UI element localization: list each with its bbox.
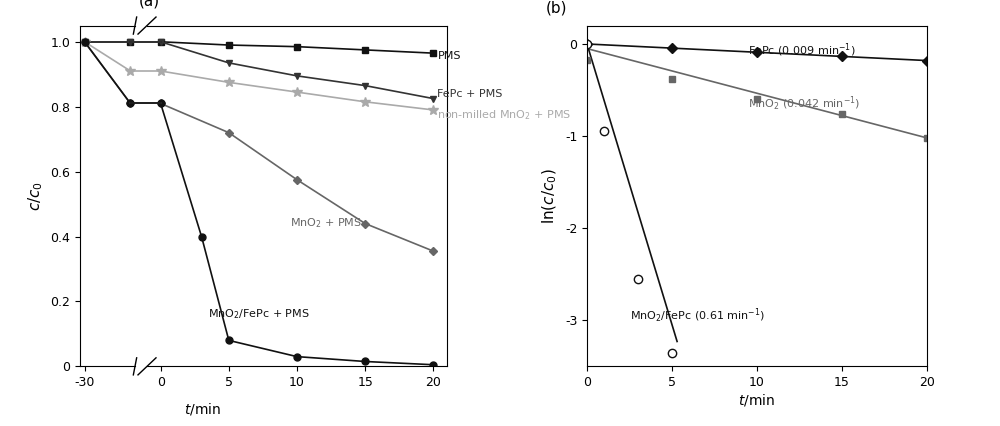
Text: FePc + PMS: FePc + PMS xyxy=(437,89,503,99)
Y-axis label: ln($c/c_0$): ln($c/c_0$) xyxy=(541,168,559,224)
Text: $t$/min: $t$/min xyxy=(184,401,221,417)
Y-axis label: $c/c_0$: $c/c_0$ xyxy=(26,181,45,211)
Text: MnO$_2$/FePc (0.61 min$^{-1}$): MnO$_2$/FePc (0.61 min$^{-1}$) xyxy=(630,307,765,325)
Text: (a): (a) xyxy=(139,0,160,9)
Text: MnO$_2$/FePc + PMS: MnO$_2$/FePc + PMS xyxy=(208,308,310,321)
Text: FePc (0.009 min$^{-1}$): FePc (0.009 min$^{-1}$) xyxy=(748,42,856,59)
Text: PMS: PMS xyxy=(437,52,461,61)
Text: MnO$_2$ + PMS: MnO$_2$ + PMS xyxy=(290,217,362,230)
X-axis label: $t$/min: $t$/min xyxy=(738,392,776,408)
Text: (b): (b) xyxy=(546,0,568,15)
Text: MnO$_2$ (0.042 min$^{-1}$): MnO$_2$ (0.042 min$^{-1}$) xyxy=(748,95,861,113)
Text: non-milled MnO$_2$ + PMS: non-milled MnO$_2$ + PMS xyxy=(437,108,572,122)
